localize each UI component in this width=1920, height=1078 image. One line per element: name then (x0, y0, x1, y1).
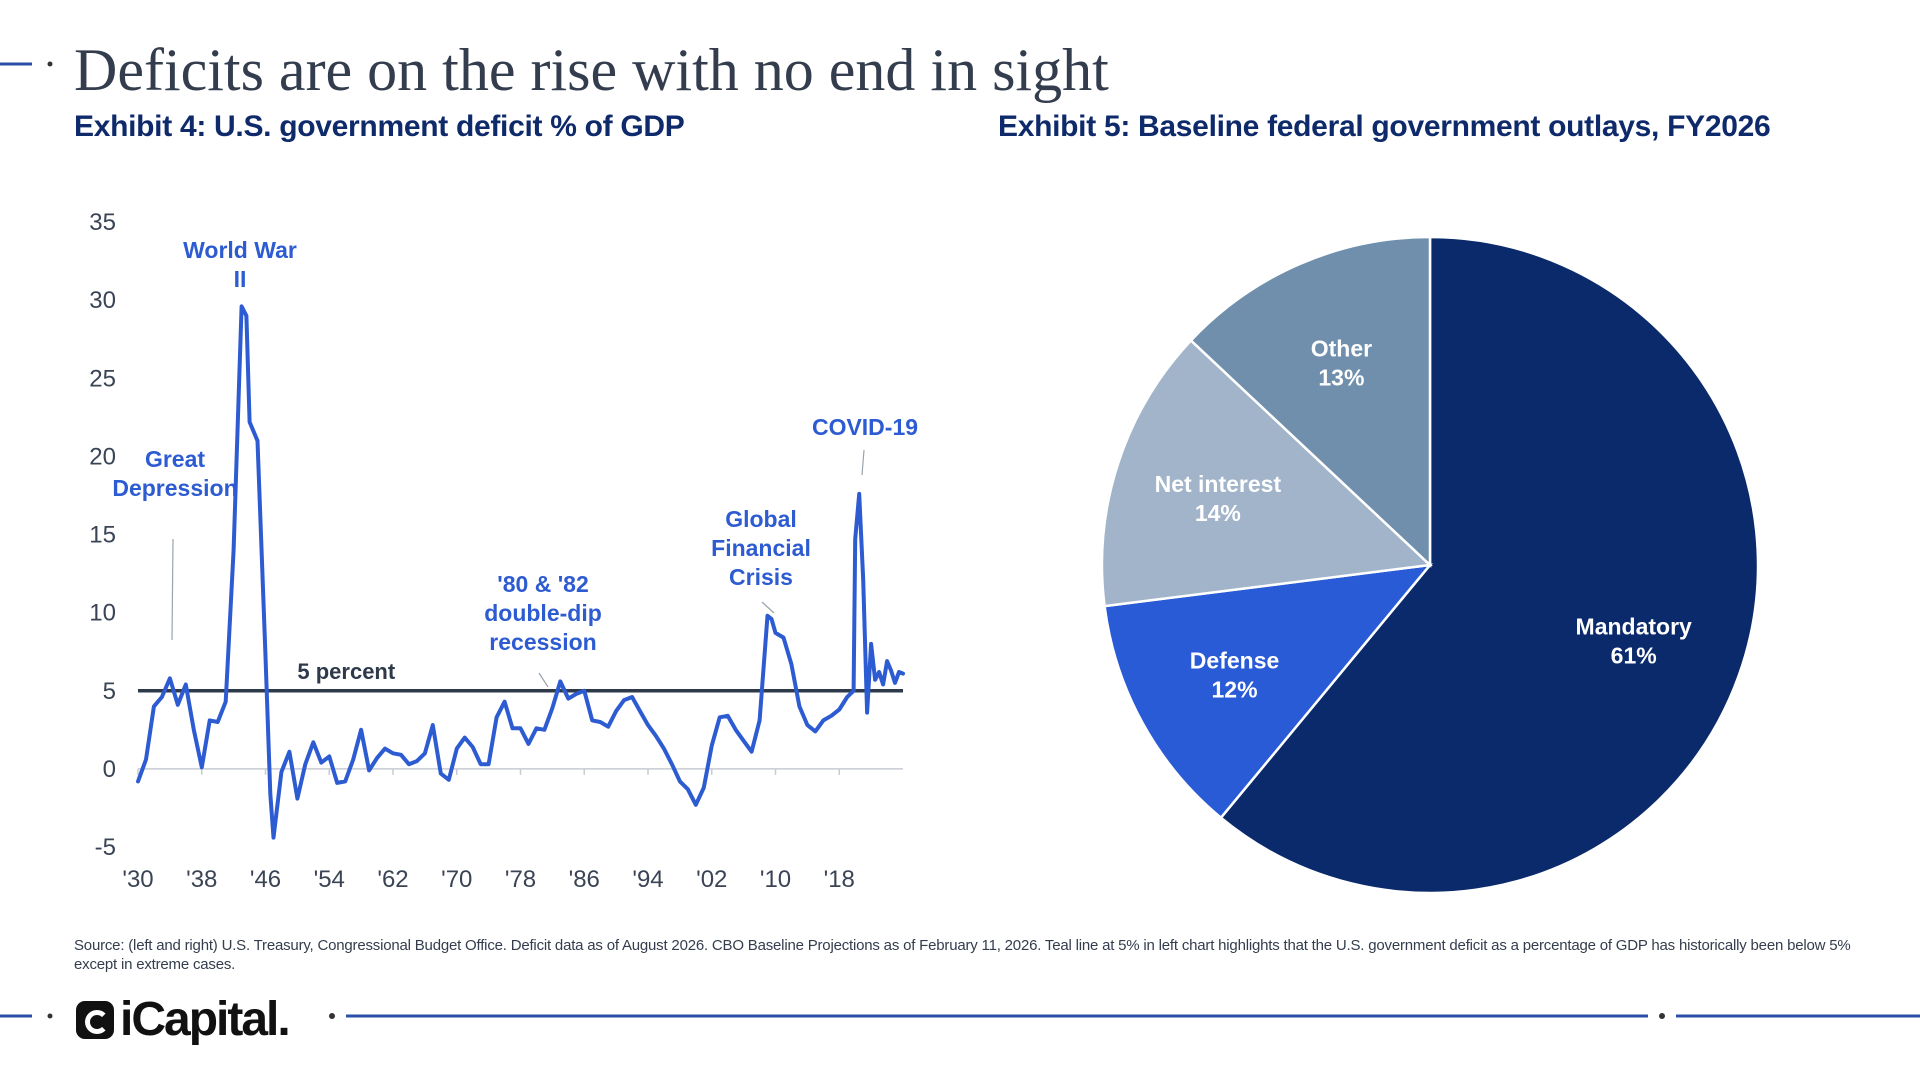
icapital-logo-icon (76, 1001, 114, 1039)
pie-label-value: 14% (1195, 500, 1241, 526)
annotation-label: Great Depression (112, 446, 237, 501)
annotation-leader (861, 449, 865, 476)
annotation-label: COVID-19 (812, 414, 918, 440)
pie-label: Defense 12% (1190, 647, 1279, 702)
y-tick-label: 0 (103, 756, 116, 783)
y-tick-label: -5 (95, 834, 116, 861)
annotation-leader (538, 672, 549, 688)
x-tick-label: '30 (122, 866, 153, 893)
annotation-label: '80 & '82 double-dip recession (484, 571, 602, 655)
y-tick-label: 10 (89, 600, 116, 627)
annotation-line: COVID-19 (812, 414, 918, 440)
exhibit-4-title: Exhibit 4: U.S. government deficit % of … (74, 110, 685, 143)
page-title: Deficits are on the rise with no end in … (74, 37, 1109, 103)
annotation-line: Crisis (729, 564, 793, 590)
reference-line-label: 5 percent (297, 659, 395, 684)
deficit-line-chart: -5 0 5 10 15 20 25 30 35 '30 '38 '46 '54 '62 '70 '78 '86… (89, 209, 918, 893)
y-tick-label: 15 (89, 522, 116, 549)
annotation-line: Depression (112, 475, 237, 501)
annotation-line: Financial (711, 535, 811, 561)
pie-label-value: 13% (1318, 364, 1364, 390)
annotation-line: II (234, 266, 247, 292)
annotation-line: double-dip (484, 600, 602, 626)
x-tick-label: '10 (760, 866, 791, 893)
pie-label: Mandatory 61% (1576, 613, 1693, 668)
pie-slice-net-interest (1100, 338, 1433, 608)
outlays-pie-chart: Mandatory 61% Defense 12% Net interest 14% Oth… (1100, 235, 1760, 895)
x-tick-label: '70 (441, 866, 472, 893)
y-tick-label: 5 (103, 678, 116, 705)
pie-label-name: Other (1311, 335, 1372, 361)
annotation-label: Global Financial Crisis (711, 506, 811, 590)
pie-label-name: Net interest (1155, 471, 1282, 497)
pie-slice-mandatory (1219, 235, 1760, 895)
x-tick-label: '02 (696, 866, 727, 893)
annotation-label: World War II (183, 237, 297, 292)
x-tick-label: '38 (186, 866, 217, 893)
y-tick-label: 35 (89, 209, 116, 236)
icapital-logo: iCapital. (76, 993, 291, 1046)
x-tick-label: '18 (824, 866, 855, 893)
y-tick-label: 20 (89, 443, 116, 470)
pie-label-name: Defense (1190, 647, 1279, 673)
pie-label-value: 61% (1611, 642, 1657, 668)
pie-label-value: 12% (1212, 676, 1258, 702)
annotation-line: recession (489, 629, 596, 655)
exhibit-5-title: Exhibit 5: Baseline federal government o… (998, 110, 1771, 143)
x-tick-label: '78 (505, 866, 536, 893)
x-tick-label: '54 (314, 866, 345, 893)
annotation-line: Global (725, 506, 797, 532)
y-tick-label: 25 (89, 365, 116, 392)
pie-slice-other (1189, 235, 1432, 568)
footer-rule (0, 1013, 1920, 1019)
header-decoration (0, 61, 53, 67)
x-tick-label: '86 (569, 866, 600, 893)
annotation-line: '80 & '82 (497, 571, 589, 597)
pie-label: Other 13% (1311, 335, 1372, 390)
x-tick-label: '62 (377, 866, 408, 893)
pie-label-name: Mandatory (1576, 613, 1693, 639)
source-note: Source: (left and right) U.S. Treasury, … (74, 937, 1851, 973)
x-tick-label: '94 (632, 866, 663, 893)
y-tick-label: 30 (89, 287, 116, 314)
x-tick-label: '46 (250, 866, 281, 893)
annotation-leader (761, 601, 775, 614)
brand-name: iCapital. (120, 993, 291, 1046)
pie-slice-defense (1103, 563, 1433, 820)
pie-label: Net interest 14% (1155, 471, 1282, 526)
annotation-line: Great (145, 446, 205, 472)
annotation-line: World War (183, 237, 297, 263)
annotation-leader (171, 538, 174, 641)
